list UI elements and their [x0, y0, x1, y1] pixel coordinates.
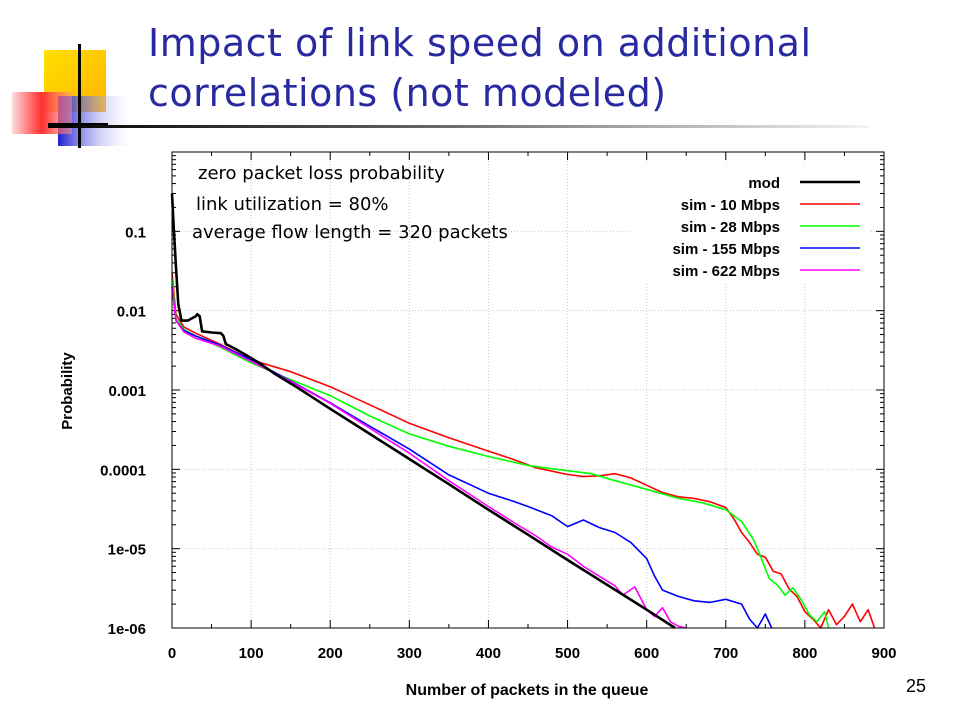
legend-label: sim - 622 Mbps [672, 263, 780, 280]
series-layer [170, 193, 876, 630]
slide-title: Impact of link speed on additional corre… [148, 21, 812, 115]
x-tick-label: 900 [871, 645, 896, 662]
slide-corner-decoration [12, 44, 136, 148]
y-tick-label: 1e-06 [108, 621, 146, 638]
series-line-mod [170, 193, 676, 630]
legend-label: sim - 10 Mbps [681, 197, 780, 214]
x-tick-label: 800 [792, 645, 817, 662]
x-tick-label: 0 [168, 645, 176, 662]
x-tick-label: 600 [634, 645, 659, 662]
x-tick-label: 400 [476, 645, 501, 662]
legend: mod sim - 10 Mbps sim - 28 Mbps sim - 155 M… [630, 164, 870, 284]
y-tick-label: 0.01 [117, 304, 146, 321]
annotation-flow-length: average flow length = 320 packets [192, 222, 508, 243]
y-tick-label: 1e-05 [108, 542, 146, 559]
y-axis-label: Probability [59, 352, 76, 430]
x-tick-label: 300 [397, 645, 422, 662]
annotation-zero-loss: zero packet loss probability [198, 163, 445, 184]
y-tick-label: 0.0001 [100, 462, 146, 479]
x-axis-label: Number of packets in the queue [406, 682, 649, 699]
x-tick-label: 100 [239, 645, 264, 662]
series-line-sim-10-mbps [171, 272, 876, 629]
series-line-sim-28-mbps [171, 279, 830, 629]
decor-vertical-line [78, 44, 81, 148]
legend-label: mod [748, 175, 780, 192]
y-tick-label: 0.1 [125, 224, 146, 241]
x-tick-label: 500 [555, 645, 580, 662]
slide-number: 25 [906, 676, 927, 696]
x-tick-label: 200 [318, 645, 343, 662]
decor-horizontal-line [48, 123, 108, 126]
plot-frame [171, 151, 885, 629]
annotation-utilization: link utilization = 80% [196, 194, 389, 215]
x-tick-label: 700 [713, 645, 738, 662]
grid-layer [172, 152, 884, 628]
legend-label: sim - 28 Mbps [681, 219, 780, 236]
tick-label-layer: 0.1 0.01 0.001 0.0001 1e-05 1e-06 0 100 200 300 40… [100, 224, 896, 662]
series-line-sim-155-mbps [171, 286, 773, 629]
legend-label: sim - 155 Mbps [672, 241, 780, 258]
series-line-sim-622-mbps [171, 286, 687, 629]
title-underline [48, 125, 868, 128]
annotation-block: zero packet loss probability link utiliz… [192, 163, 508, 243]
legend-background [630, 164, 870, 284]
y-tick-label: 0.001 [108, 383, 146, 400]
